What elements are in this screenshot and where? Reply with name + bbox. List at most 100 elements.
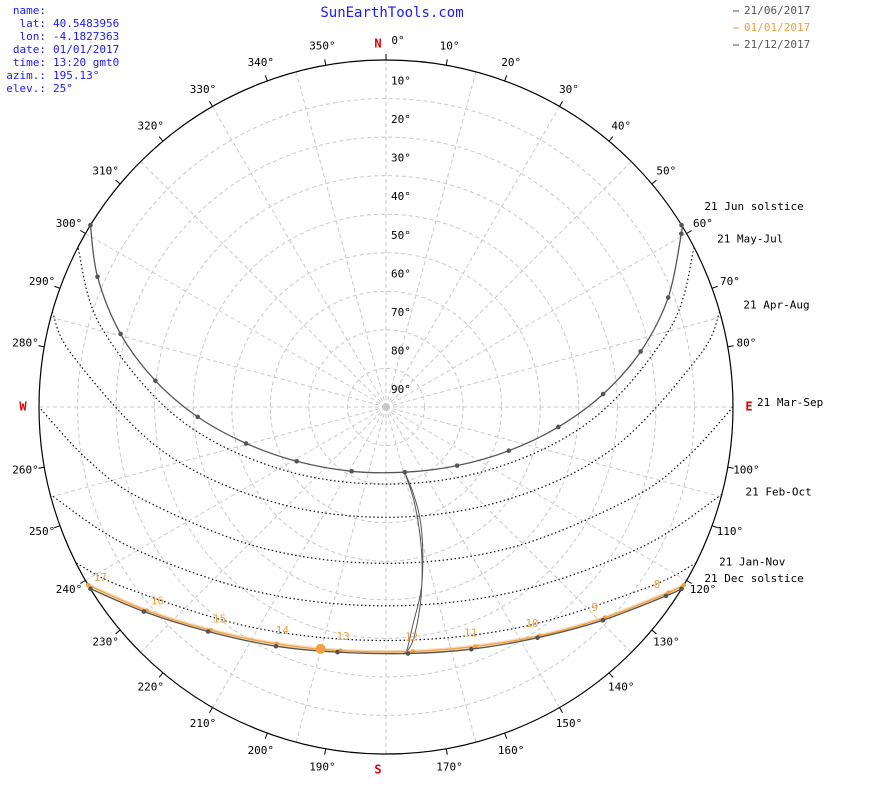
curve-label: 21 Dec solstice xyxy=(704,572,803,585)
azimuth-tick xyxy=(80,230,86,234)
elevation-tick-label: 10° xyxy=(391,75,411,88)
elevation-tick-label: 50° xyxy=(391,229,411,242)
azimuth-tick-label: 140° xyxy=(608,680,635,693)
azimuth-tick-label: 170° xyxy=(436,760,463,773)
azimuth-tick xyxy=(324,748,327,755)
azimuth-tick-label: 260° xyxy=(12,464,39,477)
azimuth-tick xyxy=(651,179,657,185)
hour-label: 16 xyxy=(151,595,164,608)
grid-spoke xyxy=(385,406,477,743)
cardinal-label: E xyxy=(745,400,752,414)
info-value: 01/01/2017 xyxy=(53,43,119,56)
azimuth-tick-label: 310° xyxy=(92,165,119,178)
azimuth-tick xyxy=(445,748,448,755)
azimuth-tick-label: 130° xyxy=(653,635,680,648)
azimuth-tick-label: 20° xyxy=(501,56,521,69)
azimuth-tick-label: 60° xyxy=(693,217,713,230)
hour-dot xyxy=(118,331,123,337)
monthly-sun-path xyxy=(49,493,723,607)
hour-dot xyxy=(679,586,684,592)
azimuth-tick xyxy=(445,59,448,66)
monthly-sun-path xyxy=(77,247,695,485)
hour-label: 14 xyxy=(276,624,290,637)
azimuth-tick-label: 230° xyxy=(92,635,119,648)
elevation-tick-label: 20° xyxy=(391,113,411,126)
info-label: azim.: xyxy=(6,69,46,82)
grid-spoke xyxy=(50,406,387,498)
hour-dot xyxy=(681,582,687,588)
grid-spoke xyxy=(385,406,560,708)
grid-spoke xyxy=(85,233,387,408)
hour-dot xyxy=(410,649,416,654)
grid-spoke xyxy=(295,406,387,743)
hour-dot xyxy=(402,469,408,475)
curve-label: 21 May-Jul xyxy=(717,233,783,246)
info-label: date: xyxy=(13,43,46,56)
azimuth-tick-label: 300° xyxy=(56,217,83,230)
grid-spoke xyxy=(385,161,632,408)
hour-label: 9 xyxy=(592,601,599,614)
azimuth-tick-label: 110° xyxy=(717,525,744,538)
cardinal-label: S xyxy=(374,763,381,777)
azimuth-tick xyxy=(727,345,734,348)
azimuth-tick xyxy=(80,580,86,584)
legend-label: 21/12/2017 xyxy=(744,38,810,51)
sun-position xyxy=(315,643,326,654)
grid-spoke xyxy=(385,406,687,581)
hour-dot xyxy=(600,617,606,623)
info-value: 40.5483956 xyxy=(53,17,119,30)
azimuth-tick xyxy=(115,629,121,635)
grid-spoke xyxy=(212,106,387,408)
azimuth-tick-label: 100° xyxy=(733,464,760,477)
azimuth-tick xyxy=(608,672,614,678)
hour-dot xyxy=(294,458,300,464)
azimuth-tick xyxy=(158,136,164,142)
azimuth-tick-label: 350° xyxy=(309,40,336,53)
grid-spoke xyxy=(212,406,387,708)
elevation-tick-label: 40° xyxy=(391,190,411,203)
hour-dot xyxy=(665,295,671,300)
azimuth-tick xyxy=(686,230,692,234)
azimuth-tick-label: 320° xyxy=(137,120,164,133)
hour-label: 13 xyxy=(336,630,349,643)
cardinal-label: N xyxy=(374,37,381,51)
cardinal-label: W xyxy=(19,400,27,414)
hour-dot xyxy=(638,349,643,354)
hour-dot xyxy=(141,609,147,614)
curve-label: 21 Jan-Nov xyxy=(719,556,786,569)
grid-spoke xyxy=(385,106,560,408)
azimuth-tick-label: 80° xyxy=(737,336,757,349)
hour-dot xyxy=(205,629,211,634)
azimuth-tick-label: 240° xyxy=(56,583,83,596)
hour-dot xyxy=(273,643,279,649)
curve-label: 21 Feb-Oct xyxy=(746,485,812,498)
hour-dot xyxy=(349,468,354,474)
curve-label: 21 Jun solstice xyxy=(704,200,803,213)
elevation-ring xyxy=(192,213,580,601)
hour-dot xyxy=(473,644,478,649)
grid-spoke xyxy=(385,406,632,653)
hour-dot xyxy=(454,463,460,468)
azimuth-tick xyxy=(504,75,508,82)
azimuth-tick-label: 220° xyxy=(137,680,164,693)
hour-dot xyxy=(153,378,158,384)
azimuth-tick xyxy=(38,345,45,348)
hour-dot xyxy=(600,391,606,397)
info-label: time: xyxy=(13,56,46,69)
elevation-ring xyxy=(346,367,426,447)
hour-label: 17 xyxy=(94,571,107,584)
azimuth-tick xyxy=(727,466,734,469)
azimuth-tick-label: 0° xyxy=(391,34,404,47)
grid-spoke xyxy=(385,71,477,408)
azimuth-tick xyxy=(559,101,563,107)
grid-spoke xyxy=(385,406,722,498)
elevation-tick-label: 80° xyxy=(391,344,411,357)
info-label: elev.: xyxy=(6,82,46,95)
hour-dot xyxy=(85,582,91,588)
azimuth-tick-label: 40° xyxy=(611,120,631,133)
hour-dot xyxy=(663,593,669,599)
azimuth-tick-label: 160° xyxy=(498,744,525,757)
azimuth-tick xyxy=(324,59,327,66)
monthly-sun-path xyxy=(51,311,721,518)
